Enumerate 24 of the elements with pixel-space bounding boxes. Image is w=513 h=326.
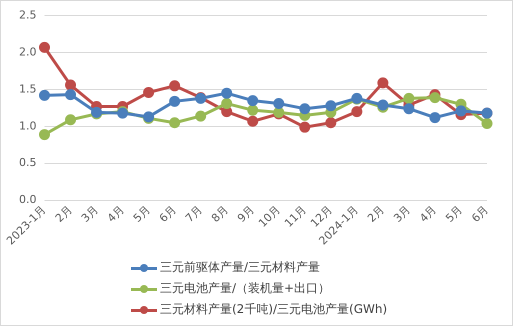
x-tick-label: 3月 (391, 202, 414, 225)
y-tick-label: 1.5 (18, 82, 36, 96)
y-tick-label: 0.0 (18, 193, 36, 206)
x-tick-label: 2月 (365, 202, 388, 225)
legend-label: 三元前驱体产量/三元材料产量 (160, 259, 320, 276)
y-tick-label: 0.5 (18, 156, 36, 170)
y-tick-label: 2.5 (18, 8, 36, 22)
x-tick-label: 2月 (52, 202, 75, 225)
x-tick-label: 8月 (208, 202, 231, 225)
x-tick-label: 4月 (417, 202, 440, 225)
y-tick-label: 1.0 (18, 119, 36, 132)
x-tick-label: 6月 (469, 202, 492, 225)
x-tick-label: 3月 (78, 202, 101, 225)
x-tick-label: 11月 (282, 202, 309, 230)
x-tick-label: 7月 (182, 202, 205, 225)
legend-label: 三元材料产量(2千吨)/三元电池产量(GWh) (160, 301, 388, 318)
x-tick-label: 6月 (156, 202, 179, 225)
x-tick-label: 5月 (443, 202, 466, 225)
y-tick-label: 2.0 (18, 45, 36, 58)
x-tick-label: 4月 (104, 202, 127, 225)
x-tick-label: 5月 (130, 202, 153, 225)
x-tick-label: 10月 (256, 202, 283, 230)
x-tick-label: 9月 (234, 202, 257, 225)
legend-label: 三元电池产量/（装机量+出口） (160, 280, 330, 297)
